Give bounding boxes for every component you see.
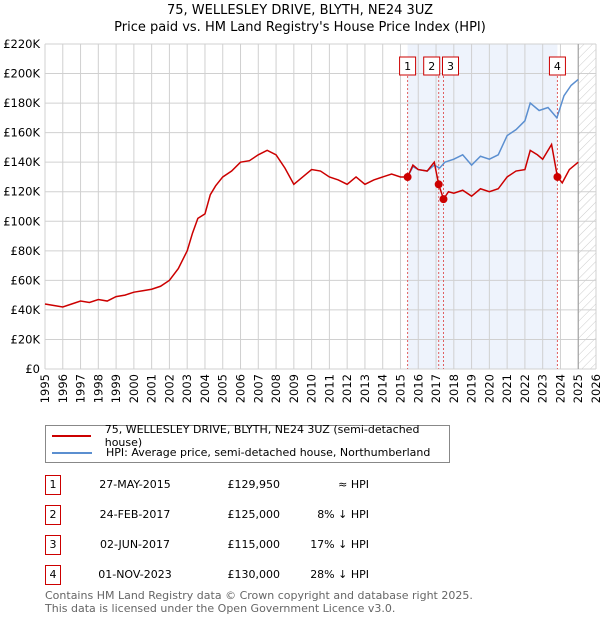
- transaction-price: £115,000: [227, 538, 281, 551]
- transaction-hpi: ≈ HPI: [338, 478, 369, 491]
- x-tick-label: 2003: [180, 374, 194, 403]
- y-tick-label: £100K: [3, 214, 40, 228]
- chart-subtitle: Price paid vs. HM Land Registry's House …: [114, 20, 486, 35]
- y-tick-label: £0: [25, 362, 40, 376]
- transaction-number: 1: [45, 475, 61, 495]
- transaction-hpi: 28% ↓ HPI: [310, 568, 369, 581]
- transaction-date: 01-NOV-2023: [98, 568, 172, 581]
- chart-title: 75, WELLESLEY DRIVE, BLYTH, NE24 3UZ: [166, 3, 434, 18]
- legend-property: 75, WELLESLEY DRIVE, BLYTH, NE24 3UZ (se…: [104, 422, 420, 449]
- transaction-number: 4: [45, 565, 61, 585]
- price-chart: 1995 1996 1997 1998 1999 2000 2001 2002 2003 2004…: [3, 37, 600, 403]
- x-tick-label: 2002: [162, 374, 176, 403]
- x-tick-label: 2013: [358, 374, 372, 403]
- x-tick-label: 2011: [322, 374, 336, 403]
- x-tick-label: 2015: [393, 374, 407, 403]
- transaction-hpi: 17% ↓ HPI: [310, 538, 369, 551]
- x-tick-label: 2010: [305, 374, 319, 403]
- x-tick-label: 2018: [447, 374, 461, 403]
- sale-label: 1: [404, 60, 411, 73]
- property-price-line: [44, 142, 579, 308]
- x-tick-label: 2017: [429, 374, 443, 403]
- sale-point: [553, 172, 562, 181]
- legend-blue-line: [52, 451, 92, 454]
- x-tick-label: 2019: [465, 374, 479, 403]
- sale-label-box: [423, 56, 441, 76]
- transaction-row: 1 27-MAY-2015 £129,950 ≈ HPI: [45, 475, 375, 495]
- y-tick-label: £120K: [3, 185, 40, 199]
- y-tick-label: £140K: [3, 155, 40, 169]
- x-tick-label: 2025: [571, 374, 585, 403]
- x-tick-label: 2012: [340, 374, 354, 403]
- transaction-price: £130,000: [227, 568, 281, 581]
- x-tick-label: 1999: [109, 374, 123, 403]
- x-tick-label: 2016: [411, 374, 425, 403]
- sale-point: [434, 180, 443, 189]
- sale-label-box: [399, 56, 417, 76]
- legend-hpi: HPI: Average price, semi-detached house,…: [106, 446, 431, 459]
- sale-point: [439, 195, 448, 204]
- transaction-number: 2: [45, 505, 61, 525]
- forecast-hatch: [578, 44, 596, 369]
- footer-copyright: Contains HM Land Registry data © Crown c…: [45, 589, 473, 602]
- y-tick-label: £200K: [3, 67, 40, 81]
- sales-period-shading: [407, 44, 558, 369]
- transaction-row: 2 24-FEB-2017 £125,000 8% ↓ HPI: [45, 505, 375, 525]
- x-tick-label: 2005: [216, 374, 230, 403]
- x-tick-label: 2020: [482, 374, 496, 403]
- transaction-row: 4 01-NOV-2023 £130,000 28% ↓ HPI: [45, 565, 375, 585]
- legend: 75, WELLESLEY DRIVE, BLYTH, NE24 3UZ (se…: [45, 422, 450, 463]
- x-tick-label: 2026: [589, 374, 600, 403]
- y-tick-label: £80K: [11, 244, 41, 258]
- x-tick-label: 2001: [145, 374, 159, 403]
- y-tick-label: £20K: [11, 332, 41, 346]
- y-tick-label: £60K: [11, 273, 41, 287]
- y-tick-label: £180K: [3, 96, 40, 110]
- footer-licence: This data is licensed under the Open Gov…: [45, 602, 396, 615]
- transaction-date: 27-MAY-2015: [99, 478, 171, 491]
- x-tick-label: 1996: [56, 374, 70, 403]
- transaction-hpi: 8% ↓ HPI: [317, 508, 369, 521]
- sale-label: 2: [428, 60, 435, 73]
- footer: Contains HM Land Registry data © Crown c…: [45, 589, 473, 615]
- x-tick-label: 2023: [536, 374, 550, 403]
- x-tick-label: 2008: [269, 374, 283, 403]
- x-tick-label: 2009: [287, 374, 301, 403]
- x-tick-label: 1995: [38, 374, 52, 403]
- x-tick-label: 2000: [127, 374, 141, 403]
- x-tick-label: 2024: [553, 374, 567, 403]
- transaction-price: £125,000: [227, 508, 281, 521]
- x-tick-label: 2004: [198, 374, 212, 403]
- transaction-price: £129,950: [227, 478, 281, 491]
- sale-label: 3: [447, 60, 454, 73]
- x-tick-label: 2021: [500, 374, 514, 403]
- x-tick-label: 2014: [376, 374, 390, 403]
- x-tick-label: 2007: [251, 374, 265, 403]
- y-tick-label: £40K: [11, 303, 41, 317]
- hpi-line: [406, 78, 579, 178]
- y-tick-label: £160K: [3, 126, 40, 140]
- sale-point: [403, 173, 412, 182]
- legend-red-line: [52, 434, 91, 437]
- transaction-date: 24-FEB-2017: [99, 508, 171, 521]
- transaction-date: 02-JUN-2017: [99, 538, 171, 551]
- x-tick-label: 1998: [91, 374, 105, 403]
- sale-label: 4: [554, 60, 561, 73]
- x-tick-label: 2022: [518, 374, 532, 403]
- transaction-number: 3: [45, 535, 61, 555]
- x-tick-label: 2006: [234, 374, 248, 403]
- x-tick-label: 1997: [74, 374, 88, 403]
- transaction-row: 3 02-JUN-2017 £115,000 17% ↓ HPI: [45, 535, 375, 555]
- sale-label-box: [441, 56, 459, 76]
- y-tick-label: £220K: [3, 37, 40, 51]
- sale-label-box: [548, 56, 566, 76]
